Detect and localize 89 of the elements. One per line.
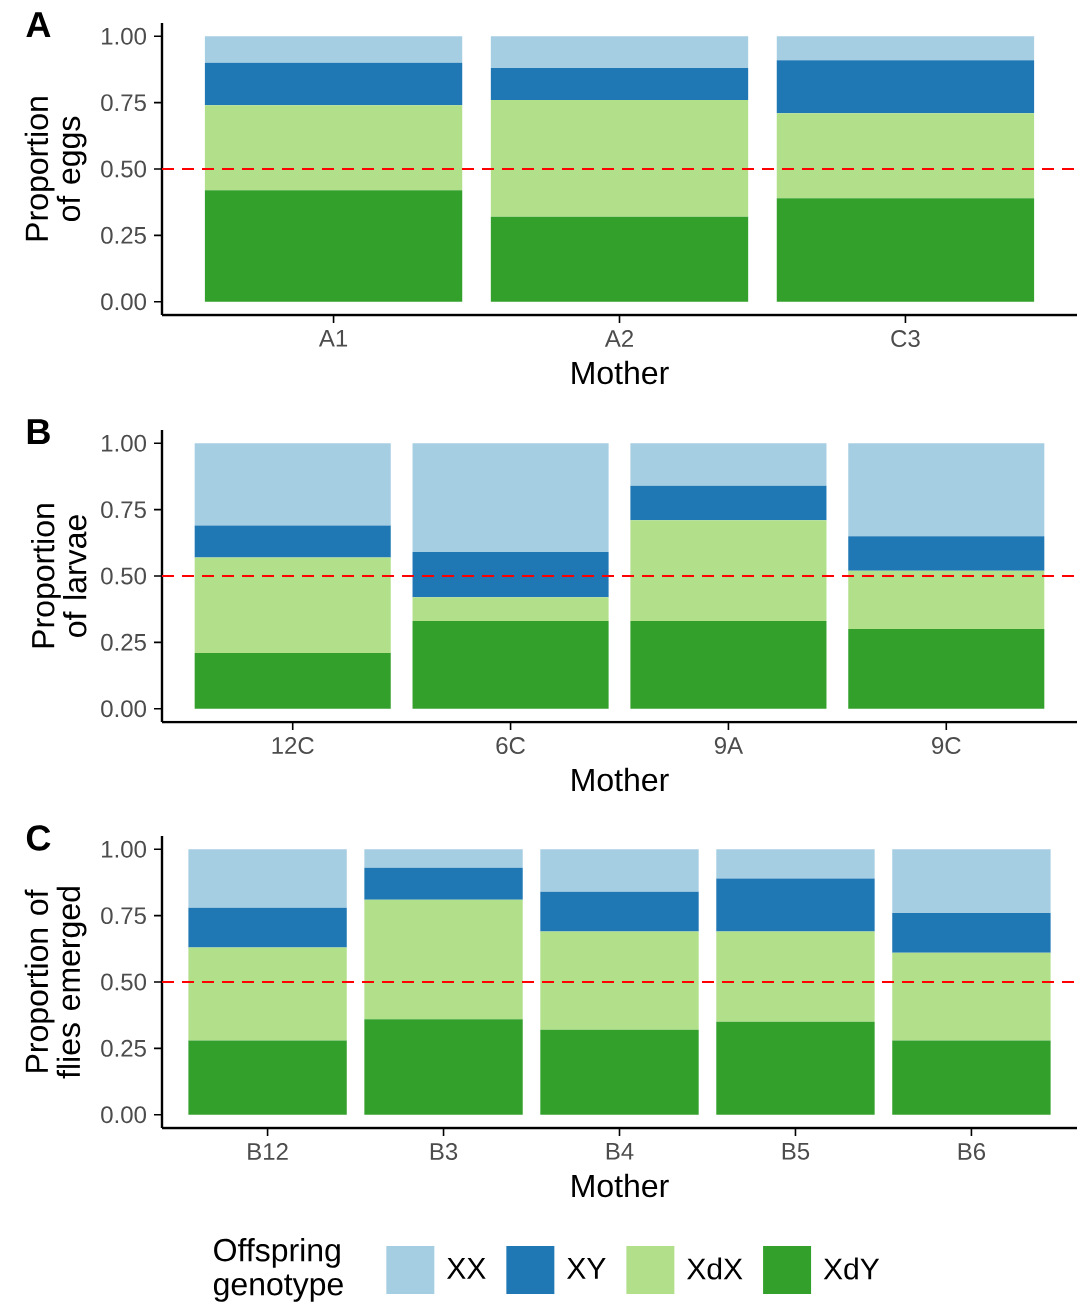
bar — [716, 931, 875, 1022]
x-tick-label: C3 — [891, 330, 920, 348]
bar — [490, 216, 749, 302]
y-tick-label: 0.00 — [101, 700, 146, 718]
bar — [412, 552, 609, 598]
y-tick-label: 0.50 — [101, 160, 146, 178]
bar — [892, 912, 1051, 953]
y-axis-title: Proportion of flies emerged — [24, 887, 87, 1079]
x-axis-title: Mother — [572, 1173, 669, 1198]
legend-label: XY — [567, 1258, 606, 1279]
x-tick-label: 12C — [272, 737, 314, 755]
bar — [188, 849, 347, 908]
bar — [630, 443, 827, 486]
bar — [892, 1040, 1051, 1115]
y-axis-title: Proportion of eggs — [24, 97, 87, 241]
y-tick-label: 0.25 — [101, 633, 146, 651]
bar — [364, 867, 523, 900]
bar — [630, 520, 827, 622]
y-tick-label: 0.25 — [101, 1039, 146, 1057]
bar — [540, 849, 699, 892]
x-tick-label: B12 — [248, 1143, 288, 1160]
x-axis-title: Mother — [572, 360, 669, 385]
bar — [490, 36, 749, 69]
bar — [490, 99, 749, 217]
x-tick-label: 9C — [932, 737, 961, 755]
bar — [204, 105, 463, 191]
bar — [364, 899, 523, 1020]
bar — [364, 1019, 523, 1115]
bar — [204, 190, 463, 302]
bar — [848, 443, 1045, 537]
bar — [194, 525, 391, 558]
bar — [776, 113, 1035, 199]
bar — [848, 570, 1045, 630]
x-tick-label: A2 — [604, 330, 633, 347]
bar — [194, 557, 391, 653]
x-tick-label: B4 — [606, 1143, 634, 1160]
chart-title: A — [26, 12, 51, 37]
bar — [540, 931, 699, 1030]
x-tick-label: B6 — [958, 1143, 986, 1161]
chart-title: C — [26, 825, 51, 851]
bar — [364, 849, 523, 868]
chart-title: B — [27, 419, 50, 444]
y-tick-label: 0.75 — [101, 907, 146, 925]
bar — [204, 36, 463, 63]
bar — [848, 629, 1045, 709]
bar — [776, 198, 1035, 302]
y-tick-label: 0.50 — [101, 973, 146, 991]
bar — [412, 621, 609, 709]
legend-label: XX — [446, 1258, 486, 1279]
bar — [630, 621, 827, 709]
y-tick-label: 1.00 — [102, 27, 146, 45]
y-tick-label: 0.75 — [101, 501, 146, 519]
bar — [630, 485, 827, 521]
y-tick-label: 1.00 — [102, 840, 146, 858]
y-tick-label: 0.25 — [101, 226, 146, 244]
y-tick-label: 0.00 — [101, 293, 146, 311]
y-tick-label: 0.00 — [101, 1106, 146, 1124]
bar — [194, 443, 391, 526]
bar — [188, 1040, 347, 1115]
x-tick-label: B3 — [430, 1143, 458, 1161]
bar — [412, 443, 609, 553]
x-tick-label: 6C — [496, 737, 525, 755]
bar — [188, 907, 347, 948]
x-tick-label: B5 — [782, 1143, 810, 1160]
legend-label: XdY — [823, 1257, 880, 1280]
x-tick-label: A1 — [318, 330, 348, 347]
bar — [188, 947, 347, 1041]
y-tick-label: 0.50 — [101, 567, 146, 585]
bar — [540, 1029, 699, 1115]
bar — [776, 60, 1035, 114]
bar — [716, 849, 875, 879]
bar — [194, 652, 391, 709]
legend-title: Offspring genotype — [213, 1238, 343, 1302]
bar — [716, 1021, 875, 1115]
y-tick-label: 0.75 — [101, 94, 146, 112]
y-axis-title: Proportion of larvae — [31, 504, 87, 648]
bar — [716, 878, 875, 932]
x-axis-title: Mother — [572, 767, 669, 792]
x-tick-label: 9A — [714, 737, 744, 755]
bar — [540, 891, 699, 932]
bar — [776, 36, 1035, 61]
bar — [204, 62, 463, 106]
bar — [412, 597, 609, 622]
bar — [892, 952, 1051, 1041]
legend-label: XdX — [687, 1257, 743, 1280]
bar — [490, 68, 749, 100]
bar — [848, 536, 1045, 571]
y-tick-label: 1.00 — [102, 434, 146, 452]
bar — [892, 849, 1051, 913]
